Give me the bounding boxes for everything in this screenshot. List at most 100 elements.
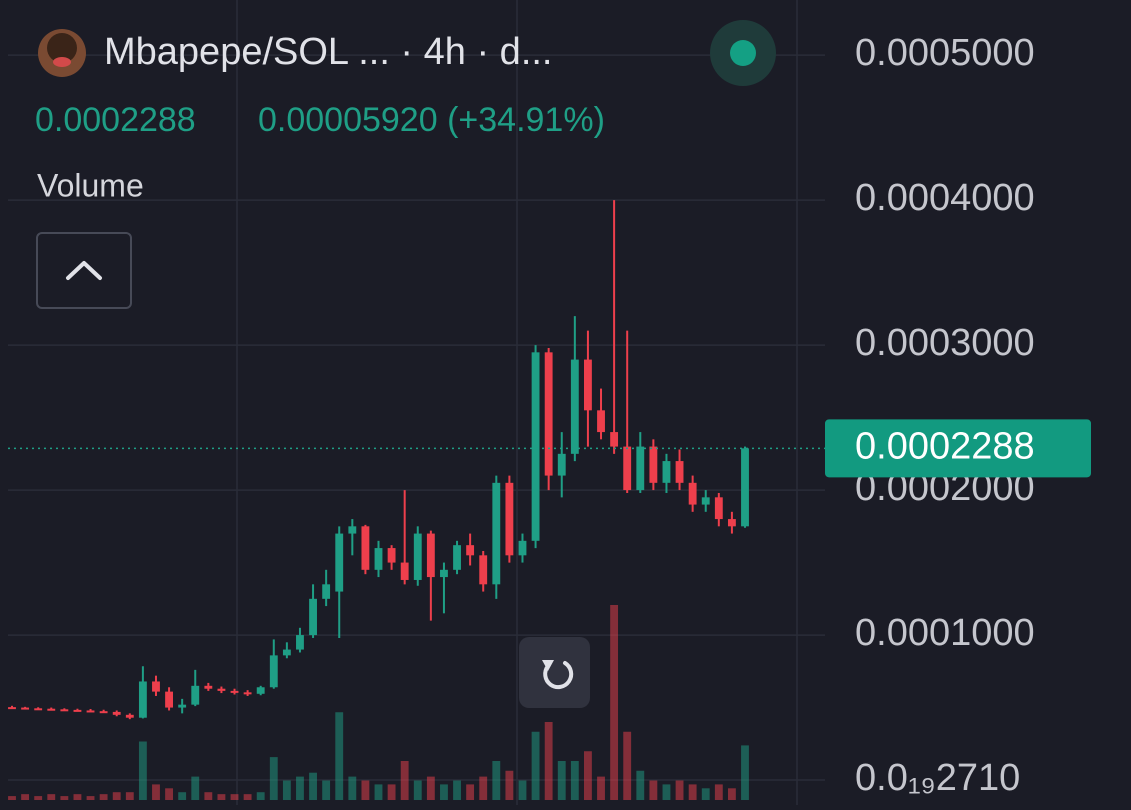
candle-body <box>466 545 475 556</box>
candle-body <box>21 707 30 710</box>
candle-body <box>8 707 16 710</box>
candle-body <box>531 352 540 541</box>
volume-bar <box>675 780 684 800</box>
candle-body <box>518 540 527 556</box>
candle-body <box>47 708 56 711</box>
status-dot <box>730 40 756 66</box>
reset-icon-arrow <box>542 660 554 671</box>
volume-bar <box>191 776 200 800</box>
volume-bar <box>112 792 121 800</box>
candle-body <box>178 704 187 708</box>
candle-body <box>322 584 331 599</box>
volume-bar <box>99 794 108 800</box>
volume-bar <box>479 776 488 800</box>
volume-bar <box>335 712 344 800</box>
candle-body <box>73 709 82 712</box>
candle-body <box>86 710 95 713</box>
volume-bar <box>125 792 134 800</box>
candle-body <box>152 681 160 692</box>
volume-bar <box>531 731 540 800</box>
volume-bar <box>453 780 461 800</box>
volume-bar <box>466 784 475 800</box>
candle-body <box>453 545 461 570</box>
volume-bar <box>296 776 304 800</box>
volume-bar <box>47 794 56 800</box>
volume-bar <box>701 788 710 800</box>
volume-bar <box>348 776 357 800</box>
chevron-icon <box>66 261 102 280</box>
volume-bar <box>217 794 226 800</box>
volume-bar <box>636 770 645 800</box>
volume-bar <box>662 784 671 800</box>
volume-bar <box>426 776 435 800</box>
candle-body <box>34 708 43 711</box>
pair-title: Mbapepe/SOL ... · 4h · d... <box>104 31 553 73</box>
volume-bar <box>8 796 16 800</box>
volume-bar <box>741 745 749 800</box>
candles <box>8 200 749 720</box>
volume-bar <box>570 761 579 800</box>
price-axis: 0.0₁₉27100.00010000.00020000.00030000.00… <box>8 32 1091 799</box>
candle-body <box>361 526 370 570</box>
candle-body <box>741 448 749 527</box>
y-tick-label: 0.0₁₉2710 <box>855 757 1020 799</box>
candle-body <box>60 709 69 712</box>
candle-body <box>243 692 252 695</box>
candle-body <box>282 649 291 656</box>
volume-bar <box>178 792 187 800</box>
candle-body <box>269 655 278 688</box>
candle-body <box>204 685 213 689</box>
candle-body <box>335 533 344 592</box>
candle-body <box>296 635 304 650</box>
candle-body <box>727 519 736 527</box>
candle-body <box>426 533 435 578</box>
volume-bar <box>610 605 619 800</box>
candle-body <box>688 482 697 505</box>
collapse-button[interactable] <box>36 232 132 309</box>
candle-body <box>610 432 619 447</box>
volume-bar <box>440 784 448 800</box>
candle-body <box>125 714 134 718</box>
volume-bar <box>505 770 514 800</box>
volume-bar <box>518 780 527 800</box>
volume-bar <box>361 780 370 800</box>
volume-bar <box>413 780 422 800</box>
volume-bar <box>584 751 592 800</box>
candle-body <box>570 359 579 454</box>
volume-bar <box>557 761 566 800</box>
candle-body <box>387 548 396 563</box>
candle-body <box>99 711 108 714</box>
volume-bar <box>282 780 291 800</box>
reset-icon <box>543 661 574 690</box>
token-icon-mouth <box>53 57 71 67</box>
token-icon-face <box>47 33 77 63</box>
volume-bar <box>138 741 147 800</box>
candle-body <box>348 526 357 534</box>
candle-body <box>714 497 723 520</box>
candle-body <box>374 548 383 570</box>
candle-body <box>112 711 121 715</box>
y-tick-label: 0.0003000 <box>855 322 1035 364</box>
y-tick-label: 0.0001000 <box>855 612 1035 654</box>
candle-body <box>440 569 448 578</box>
candle-body <box>649 446 658 483</box>
volume-bar <box>387 784 396 800</box>
candle-body <box>623 446 632 491</box>
candle-body <box>138 681 147 718</box>
candle-body <box>191 685 200 705</box>
candle-body <box>505 482 514 556</box>
reset-button[interactable] <box>519 637 590 708</box>
last-price: 0.0002288 <box>35 101 196 139</box>
candle-body <box>413 533 422 580</box>
price-change: 0.00005920 (+34.91%) <box>258 101 605 139</box>
volume-bar <box>688 784 697 800</box>
volume-bar <box>230 794 239 800</box>
volume-bar <box>727 788 736 800</box>
candle-body <box>662 461 671 483</box>
candle-body <box>400 562 409 580</box>
volume-bar <box>649 780 658 800</box>
last-price-label: 0.0002288 <box>855 425 1035 467</box>
candle-body <box>309 598 317 636</box>
